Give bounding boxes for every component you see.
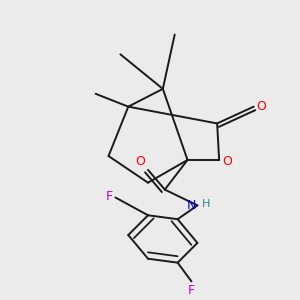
Text: O: O: [222, 155, 232, 168]
Text: F: F: [105, 190, 112, 202]
Text: O: O: [256, 100, 266, 113]
Text: F: F: [188, 284, 195, 297]
Text: O: O: [135, 155, 145, 168]
Text: N: N: [187, 199, 196, 212]
Text: H: H: [202, 199, 210, 209]
